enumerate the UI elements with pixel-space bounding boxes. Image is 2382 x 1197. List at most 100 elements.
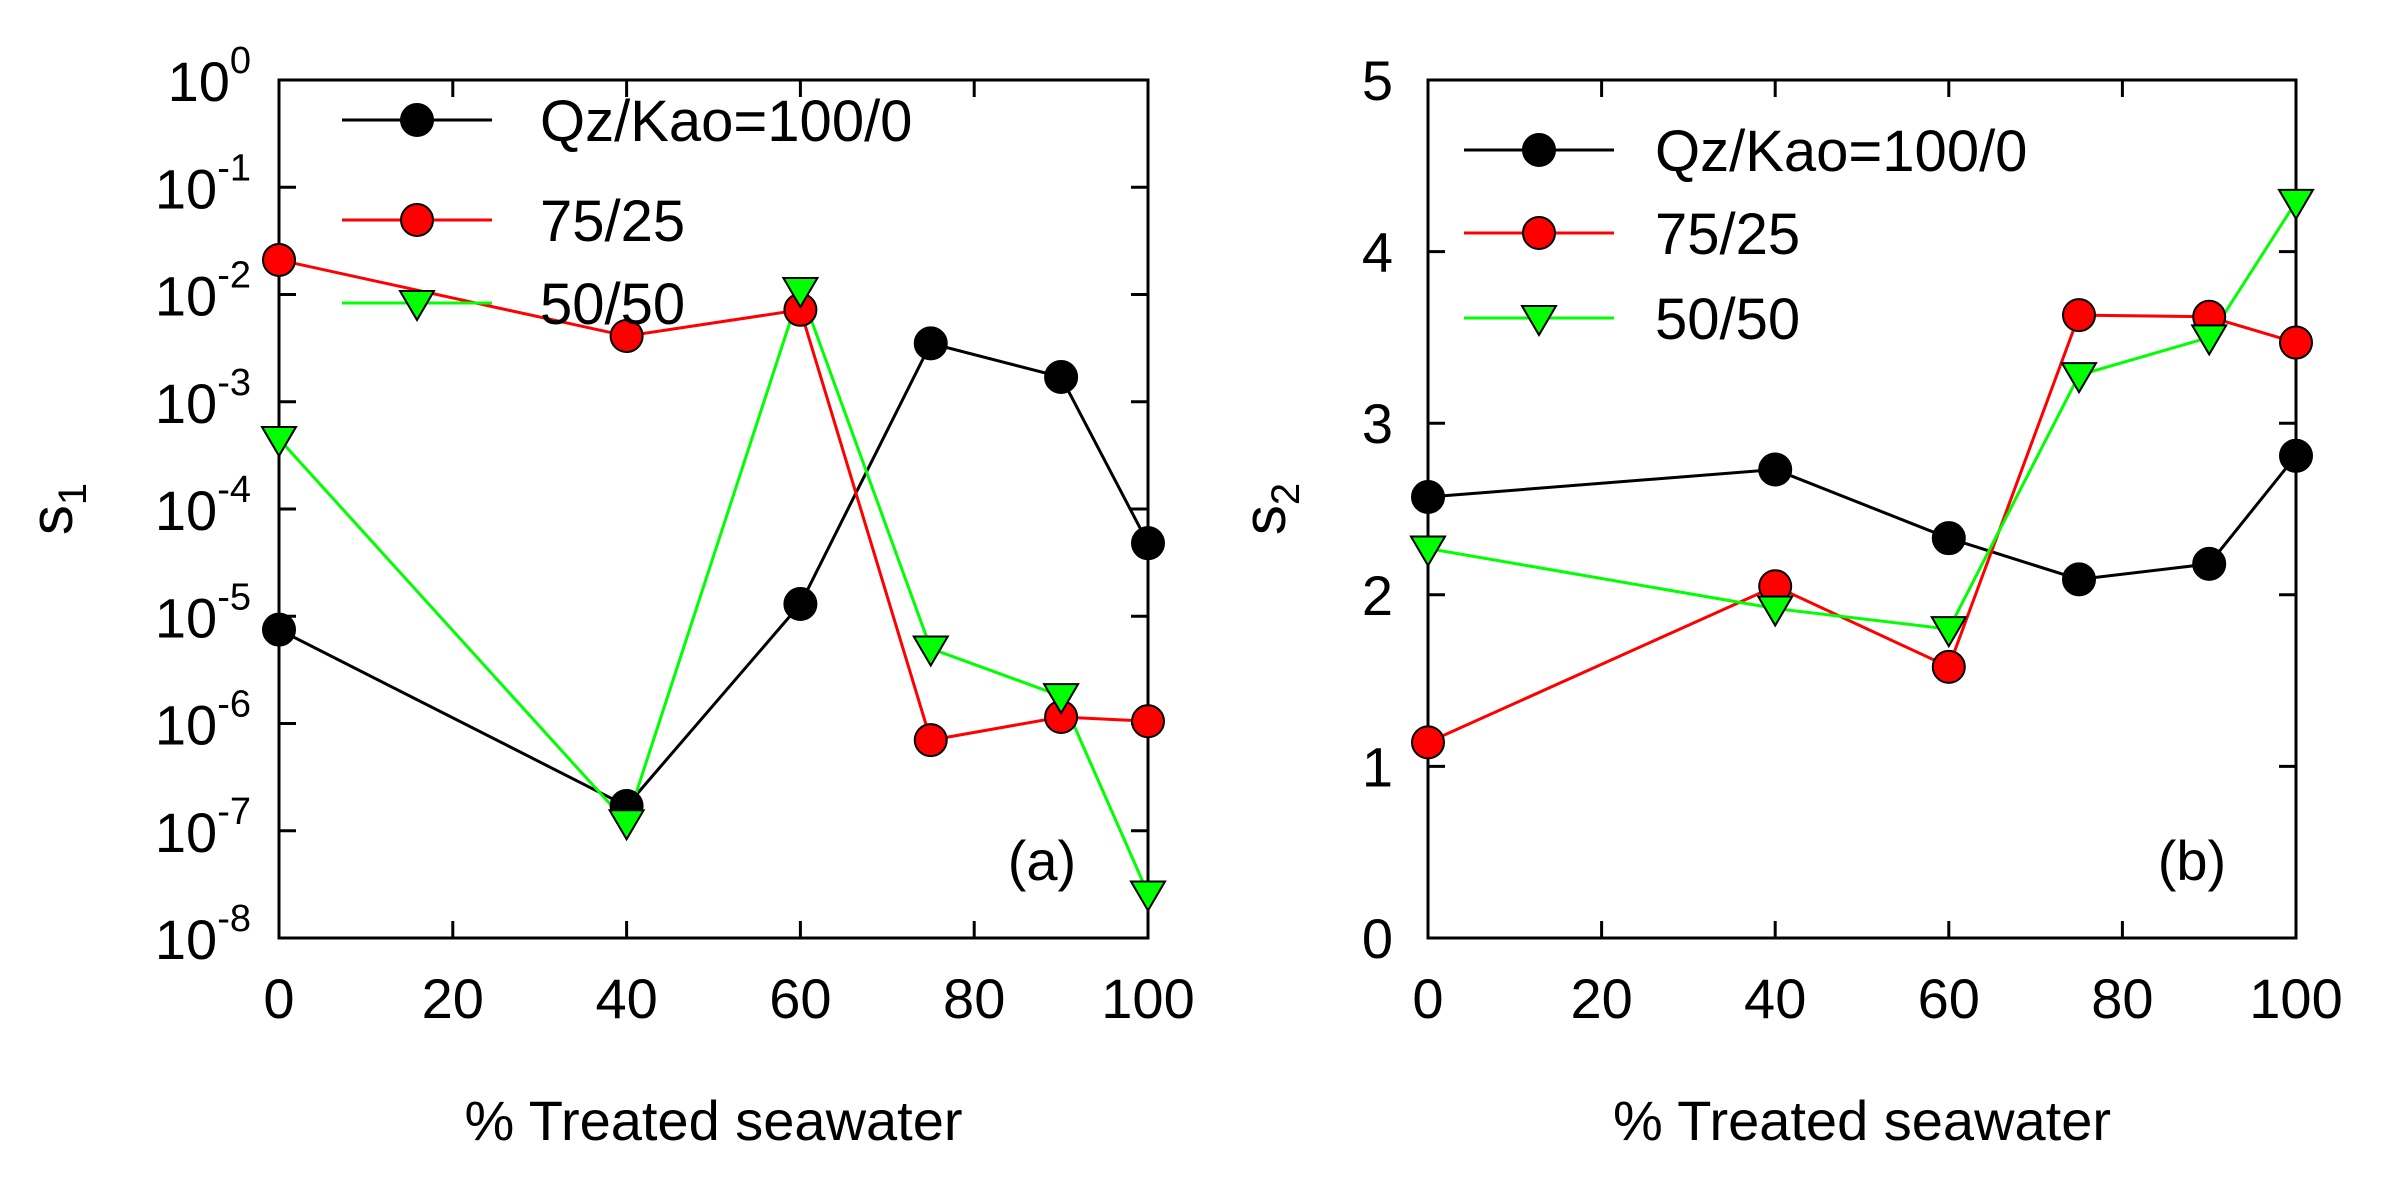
y-tick-exponent: -2 bbox=[217, 255, 251, 297]
legend-marker bbox=[1522, 133, 1556, 167]
data-point bbox=[262, 242, 296, 277]
legend-label: 75/25 bbox=[1655, 202, 1800, 267]
x-tick-label: 100 bbox=[1101, 967, 1194, 1030]
y-tick-base: 10 bbox=[155, 908, 217, 971]
y-tick-base: 10 bbox=[155, 372, 217, 435]
series-line-1 bbox=[278, 258, 1149, 742]
data-point bbox=[913, 723, 948, 758]
legend: Qz/Kao=100/0 75/25 50/50 bbox=[1464, 119, 2027, 352]
data-point bbox=[1409, 535, 1447, 568]
y-tick-label: 10-8 bbox=[155, 898, 251, 971]
y-tick-label: 10-1 bbox=[155, 147, 251, 220]
y-axis-title: s2 bbox=[1231, 483, 1308, 535]
y-axis-subscript: 2 bbox=[1264, 483, 1308, 505]
x-tick-label: 80 bbox=[2091, 967, 2153, 1030]
x-tick-label: 20 bbox=[1570, 967, 1632, 1030]
series-line-0 bbox=[278, 341, 1150, 808]
y-axis-symbol: s bbox=[1231, 505, 1298, 535]
y-tick-base: 10 bbox=[155, 265, 217, 328]
x-tick-label: 60 bbox=[769, 967, 831, 1030]
data-point bbox=[781, 277, 820, 310]
data-point bbox=[2190, 324, 2228, 357]
y-tick-label: 4 bbox=[1362, 221, 1393, 284]
data-point bbox=[1930, 616, 1968, 649]
x-tick-label: 0 bbox=[263, 967, 294, 1030]
legend-label: Qz/Kao=100/0 bbox=[540, 89, 912, 154]
y-tick-label: 10-5 bbox=[155, 576, 251, 649]
y-tick-base: 10 bbox=[155, 801, 217, 864]
x-tick-label: 80 bbox=[943, 967, 1005, 1030]
data-point bbox=[2279, 325, 2313, 360]
data-point bbox=[1931, 521, 1966, 556]
data-point bbox=[1042, 683, 1080, 716]
panel-label: (b) bbox=[2158, 829, 2226, 892]
y-tick-base: 10 bbox=[155, 157, 217, 220]
data-point bbox=[262, 612, 296, 647]
data-point bbox=[1411, 725, 1445, 760]
y-tick-exponent: -4 bbox=[217, 469, 251, 511]
data-point bbox=[2062, 298, 2096, 333]
y-axis-title: s1 bbox=[18, 483, 95, 535]
data-point bbox=[913, 326, 948, 361]
y-tick-exponent: -3 bbox=[217, 362, 251, 404]
data-point bbox=[1044, 360, 1079, 395]
y-tick-exponent: -7 bbox=[217, 791, 251, 833]
data-point bbox=[783, 587, 818, 622]
x-tick-label: 20 bbox=[422, 967, 484, 1030]
legend-marker bbox=[400, 203, 434, 237]
data-point bbox=[1131, 704, 1165, 739]
data-point bbox=[607, 809, 646, 842]
data-point bbox=[2060, 362, 2098, 395]
legend-marker bbox=[398, 290, 436, 322]
legend-label: 50/50 bbox=[1655, 287, 1800, 352]
y-tick-exponent: 0 bbox=[230, 40, 251, 82]
x-tick-label: 40 bbox=[595, 967, 657, 1030]
panel-label: (a) bbox=[1008, 829, 1076, 892]
data-point bbox=[1129, 880, 1167, 913]
x-tick-label: 0 bbox=[1412, 967, 1443, 1030]
y-tick-base: 10 bbox=[155, 479, 217, 542]
y-tick-label: 0 bbox=[1362, 907, 1393, 970]
x-tick-label: 100 bbox=[2249, 967, 2342, 1030]
series-line-2 bbox=[1427, 201, 2298, 631]
data-point bbox=[2279, 438, 2313, 473]
legend-marker bbox=[1520, 305, 1558, 337]
y-tick-exponent: -6 bbox=[217, 684, 251, 726]
y-tick-base: 10 bbox=[168, 50, 230, 113]
y-tick-label: 1 bbox=[1362, 735, 1393, 798]
y-tick-base: 10 bbox=[155, 586, 217, 649]
x-tick-label: 60 bbox=[1918, 967, 1980, 1030]
data-point bbox=[2062, 562, 2096, 597]
legend-label: 75/25 bbox=[540, 189, 685, 254]
data-point bbox=[1931, 649, 1966, 684]
legend-marker bbox=[400, 103, 434, 137]
x-axis-title: % Treated seawater bbox=[1613, 1089, 2111, 1152]
x-tick-label: 40 bbox=[1744, 967, 1806, 1030]
y-tick-exponent: -5 bbox=[217, 576, 251, 618]
y-tick-label: 10-6 bbox=[155, 684, 251, 757]
y-tick-label: 100 bbox=[168, 40, 251, 113]
data-point bbox=[1411, 479, 1445, 514]
series-line-2 bbox=[277, 285, 1150, 895]
data-point bbox=[1756, 595, 1794, 628]
y-tick-label: 10-3 bbox=[155, 362, 251, 435]
y-tick-label: 10-4 bbox=[155, 469, 251, 542]
y-tick-label: 2 bbox=[1362, 564, 1393, 627]
y-tick-label: 10-7 bbox=[155, 791, 251, 864]
data-point bbox=[260, 425, 298, 458]
legend: Qz/Kao=100/0 75/25 50/50 bbox=[342, 89, 912, 337]
data-point bbox=[2277, 188, 2315, 221]
y-tick-label: 10-2 bbox=[155, 255, 251, 328]
legend-label: 50/50 bbox=[540, 272, 685, 337]
y-axis-symbol: s bbox=[18, 505, 85, 535]
series-line-0 bbox=[1427, 454, 2298, 581]
y-tick-label: 3 bbox=[1362, 392, 1393, 455]
y-tick-label: 5 bbox=[1362, 49, 1393, 112]
legend-label: Qz/Kao=100/0 bbox=[1655, 119, 2027, 184]
x-axis-title: % Treated seawater bbox=[464, 1089, 962, 1152]
legend-marker bbox=[1522, 216, 1556, 250]
plot-frame bbox=[1426, 78, 2298, 940]
chart-panel-a: 0 20 40 60 80 10010-810-710-610-510-410-310-2… bbox=[18, 40, 1195, 1152]
